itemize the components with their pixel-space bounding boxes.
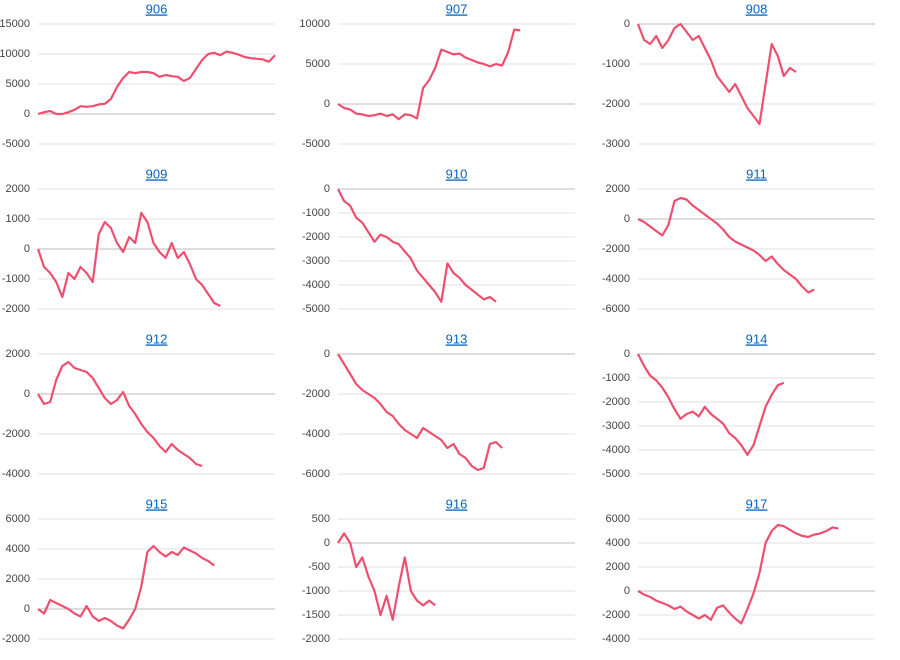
chart-title[interactable]: 913 [446,331,468,346]
y-tick-label: -2000 [302,388,330,400]
y-tick-label: -4000 [602,273,630,285]
y-tick-label: -2000 [602,609,630,621]
y-tick-label: 6000 [6,513,30,525]
y-tick-label: 6000 [606,513,630,525]
y-tick-label: -5000 [302,138,330,150]
y-tick-label: 10000 [299,18,330,30]
data-line [37,360,203,468]
data-line [337,188,497,303]
y-tick-label: 0 [324,183,330,195]
y-tick-label: 2000 [6,348,30,360]
y-tick-label: 5000 [306,58,330,70]
y-tick-label: 5000 [6,78,30,90]
y-tick-label: 0 [624,213,630,225]
y-tick-label: 2000 [6,183,30,195]
y-tick-label: -2000 [602,98,630,110]
y-tick-label: -2000 [602,243,630,255]
y-tick-label: -2000 [2,428,30,440]
chart-title[interactable]: 914 [746,331,768,346]
y-tick-label: 4000 [606,537,630,549]
chart-title[interactable]: 908 [746,1,768,16]
chart-title[interactable]: 906 [146,1,168,16]
chart-title[interactable]: 911 [746,166,767,181]
y-tick-label: -1000 [302,585,330,597]
y-tick-label: 1000 [6,213,30,225]
y-tick-label: -3000 [602,138,630,150]
y-tick-label: -3000 [602,420,630,432]
data-line [636,22,797,126]
y-tick-label: 0 [624,18,630,30]
y-tick-label: -2000 [602,396,630,408]
chart-title[interactable]: 907 [446,1,468,16]
data-line [637,523,839,625]
y-tick-label: -4000 [302,279,330,291]
y-tick-label: -1500 [302,609,330,621]
data-line [36,211,221,307]
chart-title[interactable]: 915 [146,496,168,511]
y-tick-label: -5000 [302,303,330,315]
data-line [337,28,521,121]
y-tick-label: -4000 [602,444,630,456]
data-line [637,353,785,456]
y-tick-label: 0 [324,537,330,549]
y-tick-label: 0 [624,585,630,597]
y-tick-label: -2000 [302,231,330,243]
y-tick-label: 4000 [6,543,30,555]
y-tick-label: 10000 [0,48,30,60]
y-tick-label: -1000 [2,273,30,285]
y-tick-label: -4000 [602,633,630,645]
y-tick-label: 0 [624,348,630,360]
y-tick-label: 0 [24,603,30,615]
y-tick-label: 2000 [606,561,630,573]
y-tick-label: 15000 [0,18,30,30]
y-tick-label: -6000 [302,468,330,480]
y-tick-label: -6000 [602,303,630,315]
y-tick-label: -4000 [302,428,330,440]
y-tick-label: 500 [312,513,330,525]
chart-title[interactable]: 909 [146,166,168,181]
y-tick-label: -4000 [2,468,30,480]
y-tick-label: -500 [308,561,330,573]
data-line [37,544,215,630]
y-tick-label: -1000 [302,207,330,219]
y-tick-label: -3000 [302,255,330,267]
y-tick-label: 2000 [6,573,30,585]
data-line [637,196,815,294]
data-line [337,353,503,472]
chart-title[interactable]: 916 [446,496,468,511]
y-tick-label: 0 [24,243,30,255]
chart-title[interactable]: 917 [746,496,768,511]
y-tick-label: -2000 [2,633,30,645]
y-tick-label: 0 [324,98,330,110]
y-tick-label: -2000 [2,303,30,315]
chart-title[interactable]: 910 [446,166,468,181]
y-tick-label: 0 [24,388,30,400]
y-tick-label: 2000 [606,183,630,195]
y-tick-label: -1000 [602,372,630,384]
y-tick-label: -5000 [602,468,630,480]
y-tick-label: -2000 [302,633,330,645]
y-tick-label: 0 [24,108,30,120]
y-tick-label: -5000 [2,138,30,150]
data-line [337,532,436,621]
chart-title[interactable]: 912 [146,331,168,346]
data-line [37,50,276,116]
y-tick-label: 0 [324,348,330,360]
y-tick-label: -1000 [602,58,630,70]
